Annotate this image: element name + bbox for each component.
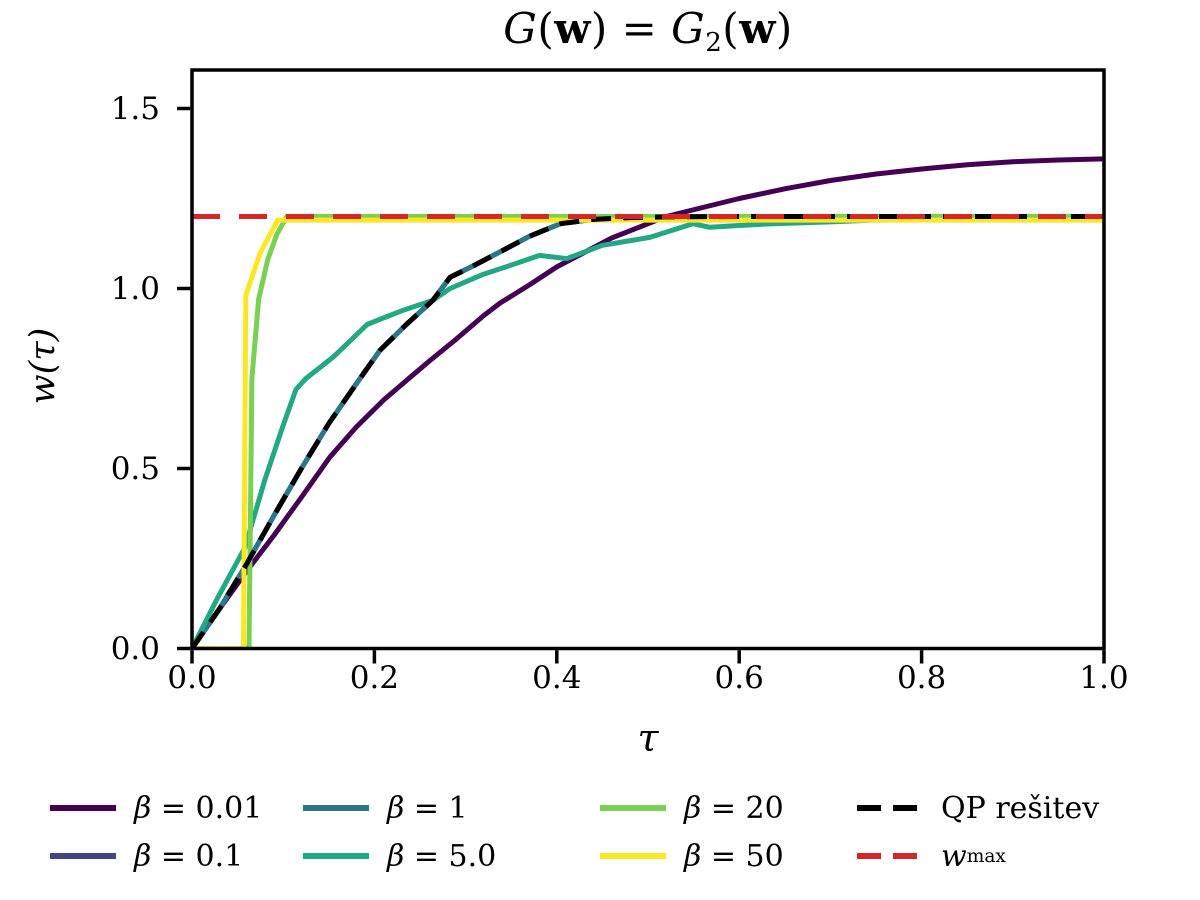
title-w2: w xyxy=(739,4,776,53)
legend-symbol: β xyxy=(684,838,702,874)
legend-label: = 50 xyxy=(701,838,784,874)
title-paren3: ( xyxy=(722,4,740,53)
legend-label: = 0.01 xyxy=(151,790,263,826)
legend-item-qp-rešitev: QP rešitev xyxy=(857,785,1099,831)
title-paren1: ( xyxy=(537,4,555,53)
y-axis-label: w(τ) xyxy=(23,327,63,405)
legend-line-swatch xyxy=(857,853,923,859)
title-subscript: 2 xyxy=(705,27,723,58)
legend-line-swatch xyxy=(303,805,369,811)
legend-item-β-0.01: β = 0.01 xyxy=(50,785,262,831)
x-tick-label: 0.4 xyxy=(532,660,582,696)
y-tick-label: 1.0 xyxy=(110,270,160,307)
legend-item-wmax: w max xyxy=(857,833,1006,879)
x-tick-label: 0.8 xyxy=(896,660,947,696)
x-tick-label: 0.2 xyxy=(349,660,400,696)
legend-symbol: β xyxy=(387,838,405,874)
legend-line-swatch xyxy=(50,853,116,859)
legend-symbol: β xyxy=(134,790,152,826)
curves-group xyxy=(192,156,1104,649)
legend-symbol: β xyxy=(387,790,405,826)
legend-label: = 0.1 xyxy=(151,838,244,874)
legend-item-β-50: β = 50 xyxy=(600,833,784,879)
title-G2: G xyxy=(671,4,706,53)
title-paren4: ) xyxy=(775,4,793,53)
x-tick-label: 1.0 xyxy=(1079,660,1129,696)
x-tick-label: 0.6 xyxy=(714,660,764,696)
legend-label: = 1 xyxy=(404,790,468,826)
axes-spines xyxy=(190,68,1106,651)
legend-item-β-20: β = 20 xyxy=(600,785,784,831)
legend-symbol: w xyxy=(941,838,967,874)
legend-label: = 20 xyxy=(701,790,784,826)
y-tick-label: 0.0 xyxy=(110,630,160,667)
legend-label: = 5.0 xyxy=(404,838,497,874)
legend-line-swatch xyxy=(857,805,923,811)
legend-line-swatch xyxy=(303,853,369,859)
title-equals: = xyxy=(607,4,672,53)
legend-symbol: β xyxy=(134,838,152,874)
legend-line-swatch xyxy=(600,853,666,859)
curve-beta-0.1 xyxy=(192,214,1104,649)
title-w1: w xyxy=(554,4,591,53)
y-tick-label: 0.5 xyxy=(110,450,160,487)
legend-line-swatch xyxy=(50,805,116,811)
legend-symbol: β xyxy=(684,790,702,826)
legend-item-β-0.1: β = 0.1 xyxy=(50,833,243,879)
legend-item-β-1: β = 1 xyxy=(303,785,468,831)
y-tick-label: 1.5 xyxy=(110,90,160,127)
title-G1: G xyxy=(503,4,538,53)
x-tick-label: 0.0 xyxy=(167,660,217,696)
curve-beta-5.0 xyxy=(192,216,1104,649)
curve-qp-resitev xyxy=(192,214,1104,649)
legend-line-swatch xyxy=(600,805,666,811)
x-axis-label: τ xyxy=(637,716,659,760)
curve-beta-50 xyxy=(192,217,1104,649)
curve-beta-20 xyxy=(192,214,1104,649)
title-paren2: ) xyxy=(590,4,608,53)
curve-beta-1 xyxy=(192,214,1104,649)
legend-item-β-5.0: β = 5.0 xyxy=(303,833,496,879)
legend-subscript: max xyxy=(966,845,1006,867)
curve-beta-0.01 xyxy=(192,156,1104,649)
legend-label: QP rešitev xyxy=(941,790,1100,826)
chart-title: G(w) = G2(w) xyxy=(192,4,1104,58)
